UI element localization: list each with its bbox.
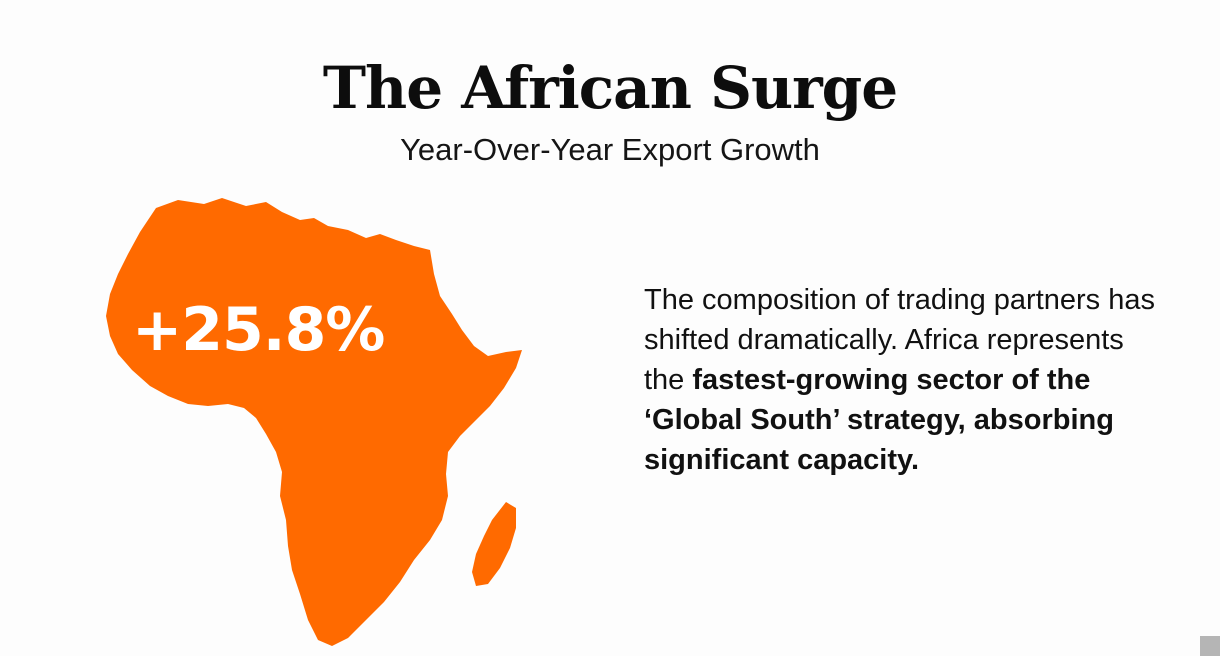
madagascar-shape [472,502,516,586]
corner-square [1200,636,1220,656]
slide-subtitle: Year-Over-Year Export Growth [400,132,820,167]
growth-stat: +25.8% [132,295,385,365]
africa-mainland-shape [106,198,522,646]
body-text: The composition of trading partners has … [644,280,1164,480]
body-text-plain: The composition of trading partners has … [644,284,1155,396]
slide-title: The African Surge [322,54,898,122]
body-text-emphasis: fastest-growing sector of the ‘Global So… [644,364,1114,476]
africa-map-icon [96,190,536,652]
